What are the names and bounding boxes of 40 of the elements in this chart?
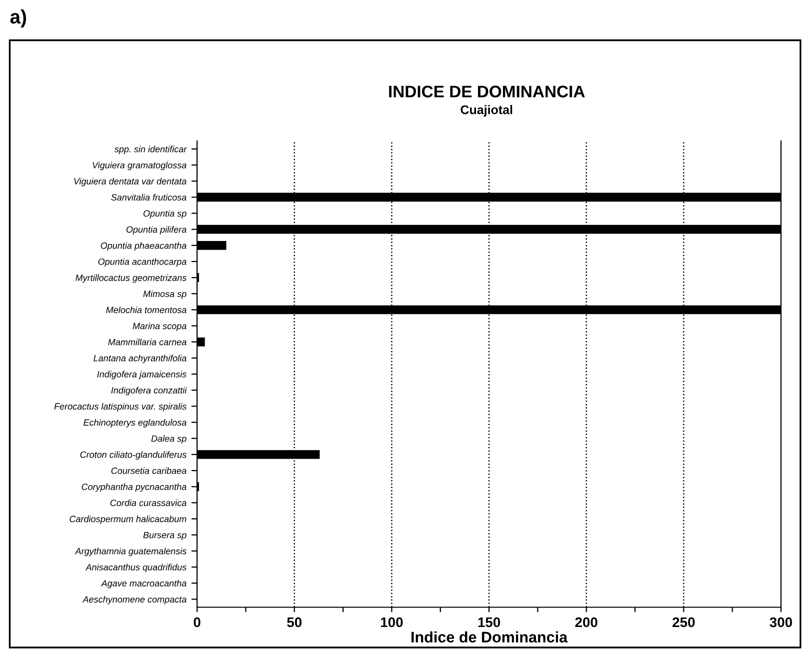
y-tick-label: Marina scopa: [132, 322, 186, 331]
text: a): [10, 9, 26, 28]
y-tick-label: Viguiera dentata var dentata: [74, 178, 186, 186]
y-tick-label: Viguiera gramatoglossa: [92, 162, 186, 170]
chart-subtitle: Cuajiotal: [460, 105, 512, 117]
y-tick-label: Cardiospermum halicacabum: [70, 516, 186, 524]
y-tick-label: Coursetia caribaea: [111, 467, 186, 474]
y-tick-label: Opuntia phaeacantha: [100, 242, 186, 251]
y-tick-label: Croton ciliato-glanduliferus: [80, 451, 186, 460]
x-tick-label: 300: [770, 617, 792, 628]
y-tick-label: Bursera sp: [143, 532, 186, 540]
y-tick-label: Opuntia pilifera: [126, 226, 186, 234]
y-tick-label: Opuntia sp: [143, 210, 186, 218]
x-tick-label: 50: [287, 617, 302, 628]
y-tick-label: spp. sin identificar: [114, 146, 187, 154]
x-tick-label: 100: [381, 617, 403, 628]
y-tick-label: Lantana achyranthifolia: [94, 354, 186, 364]
x-tick-label: 0: [194, 617, 200, 628]
y-tick-label: Mimosa sp: [143, 290, 186, 299]
y-tick-label: Dalea sp: [151, 435, 186, 444]
y-tick-label: Indigofera conzattii: [111, 386, 187, 396]
y-tick-label: Coryphantha pycnacantha: [82, 483, 186, 492]
y-tick-label: Opuntia acanthocarpa: [98, 258, 186, 267]
x-tick-label: 250: [672, 617, 695, 628]
y-tick-label: Agave macroacantha: [100, 580, 186, 588]
x-tick-label: 200: [575, 617, 598, 628]
y-tick-label: Aeschynomene compacta: [82, 596, 186, 604]
y-tick-label: Anisacanthus quadrifidus: [85, 564, 186, 572]
y-tick-label: Ferocactus latispinus var. spiralis: [54, 402, 186, 412]
y-tick-label: Mammillaria carnea: [108, 338, 186, 346]
y-tick-label: Argythamnia guatemalensis: [74, 548, 186, 556]
y-tick-label: Cordia curassavica: [110, 499, 186, 506]
chart-title: INDICE DE DOMINANCIA: [389, 86, 585, 98]
y-tick-label: Melochia tomentosa: [106, 306, 186, 314]
y-tick-label: Indigofera jamaicensis: [97, 370, 186, 380]
x-tick-label: 150: [478, 617, 500, 628]
x-axis-title: Indice de Dominancia: [412, 631, 568, 643]
y-tick-label: Sanvitalia fruticosa: [111, 194, 186, 201]
y-tick-label: Echinopterys eglandulosa: [84, 419, 186, 428]
y-tick-label: Myrtillocactus geometrizans: [76, 274, 186, 283]
